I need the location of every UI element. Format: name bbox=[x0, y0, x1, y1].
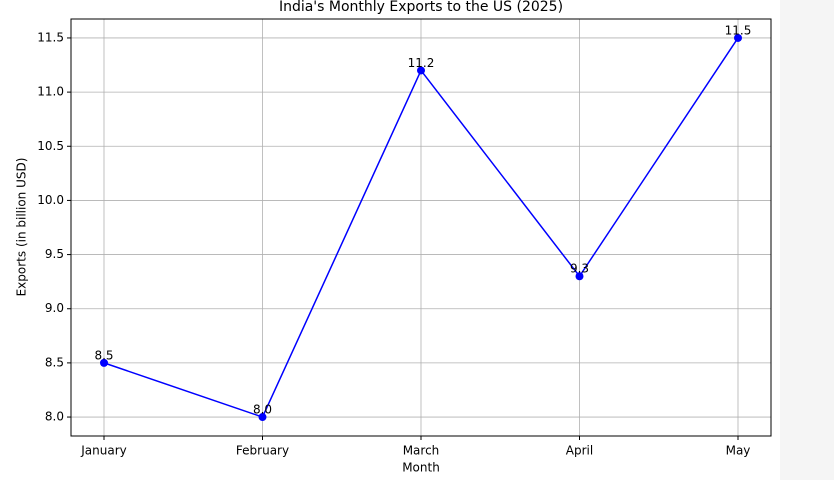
x-tick-label: January bbox=[80, 444, 127, 458]
y-tick-label: 10.0 bbox=[37, 193, 64, 207]
data-label: 9.3 bbox=[570, 262, 589, 276]
side-strip bbox=[780, 0, 834, 480]
data-point bbox=[258, 413, 267, 422]
x-tick-label: May bbox=[726, 444, 751, 458]
data-point bbox=[575, 272, 584, 281]
x-tick-label: February bbox=[236, 444, 289, 458]
y-tick-label: 8.5 bbox=[45, 355, 64, 369]
data-point bbox=[734, 33, 742, 42]
x-tick-label: March bbox=[403, 444, 440, 458]
x-axis-label: Month bbox=[402, 461, 440, 475]
data-label: 11.5 bbox=[725, 23, 752, 37]
data-label: 8.5 bbox=[94, 348, 113, 362]
data-label: 8.0 bbox=[253, 403, 272, 417]
y-axis-label: Exports (in billion USD) bbox=[15, 158, 29, 297]
y-tick-label: 11.5 bbox=[37, 30, 64, 44]
y-tick-label: 11.0 bbox=[37, 85, 64, 99]
plot-frame bbox=[70, 18, 772, 437]
chart-title: India's Monthly Exports to the US (2025) bbox=[279, 0, 563, 15]
y-tick-label: 10.5 bbox=[37, 139, 64, 153]
x-tick-label: April bbox=[566, 444, 593, 458]
y-tick-label: 8.0 bbox=[45, 410, 64, 424]
data-point bbox=[100, 358, 108, 367]
data-point bbox=[417, 66, 425, 75]
data-label: 11.2 bbox=[408, 56, 435, 70]
y-tick-label: 9.0 bbox=[45, 301, 64, 315]
y-tick-label: 9.5 bbox=[45, 247, 64, 261]
